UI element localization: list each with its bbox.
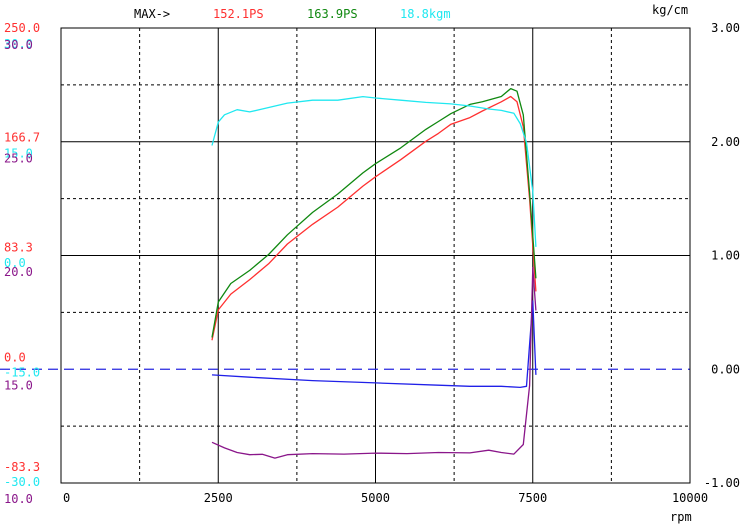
right-tick-label: -1.00 xyxy=(704,476,740,490)
x-axis-unit: rpm xyxy=(670,510,692,524)
left-tick-label: 15.0 xyxy=(4,147,33,161)
left-tick-label: 30.0 xyxy=(4,38,33,52)
series-line-purple xyxy=(211,266,537,459)
series-line-1639ps xyxy=(211,87,537,338)
left-tick-label: 10.0 xyxy=(4,492,33,506)
x-tick-label: 10000 xyxy=(672,491,708,505)
x-tick-label: 2500 xyxy=(204,491,233,505)
x-tick-label: 0 xyxy=(63,491,70,505)
left-tick-label: -83.3 xyxy=(4,460,40,474)
right-axis-unit: kg/cm xyxy=(652,3,688,17)
series-lines xyxy=(211,87,537,459)
left-tick-label: -30.0 xyxy=(4,475,40,489)
left-tick-label: 250.0 xyxy=(4,21,40,35)
right-tick-label: 2.00 xyxy=(711,135,740,149)
max-torque: 18.8kgm xyxy=(400,7,451,21)
tick-labels: 0 2500 5000 7500 10000 3.00 2.00 1.00 0.00 -1.00 2… xyxy=(4,21,740,506)
left-tick-label: 20.0 xyxy=(4,265,33,279)
max-power-red: 152.1PS xyxy=(213,7,264,21)
x-tick-label: 5000 xyxy=(361,491,390,505)
grid xyxy=(0,28,690,483)
max-label: MAX-> xyxy=(134,7,170,21)
left-tick-label: 0.0 xyxy=(4,350,26,364)
right-tick-label: 1.00 xyxy=(711,249,740,263)
left-tick-label: -15.0 xyxy=(4,366,40,380)
right-tick-label: 3.00 xyxy=(711,21,740,35)
left-tick-label: 83.3 xyxy=(4,241,33,255)
left-tick-label: 15.0 xyxy=(4,379,33,393)
right-tick-label: 0.00 xyxy=(711,362,740,376)
x-tick-label: 7500 xyxy=(518,491,547,505)
series-line-188kgm xyxy=(211,95,537,247)
left-tick-label: 30.0 xyxy=(4,37,33,51)
left-tick-label: 0.0 xyxy=(4,256,26,270)
left-tick-label: 166.7 xyxy=(4,131,40,145)
plot-frame xyxy=(60,27,691,484)
max-power-green: 163.9PS xyxy=(307,7,358,21)
series-line-blue xyxy=(211,300,537,389)
series-line-1521ps xyxy=(211,95,537,341)
left-tick-label: 25.0 xyxy=(4,152,33,166)
